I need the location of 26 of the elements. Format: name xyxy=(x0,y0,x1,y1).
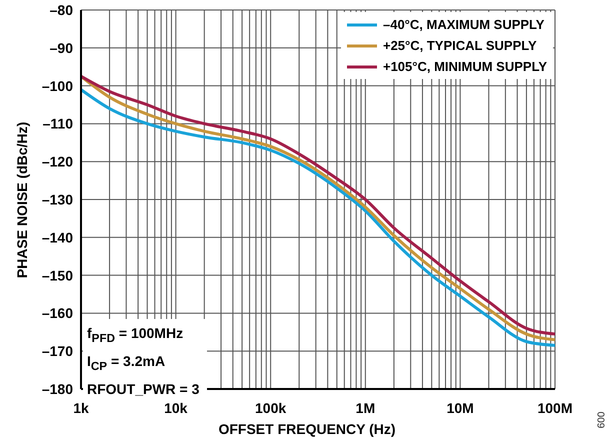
y-tick-label: –120 xyxy=(42,154,74,170)
legend-label: +25°C, TYPICAL SUPPLY xyxy=(382,38,537,53)
x-tick-label: 10k xyxy=(164,400,188,416)
legend-label: –40°C, MAXIMUM SUPPLY xyxy=(382,17,544,32)
annotation: RFOUT_PWR = 3 xyxy=(87,380,200,399)
y-tick-label: –80 xyxy=(50,2,74,18)
y-tick-label: –160 xyxy=(42,305,74,322)
x-tick-label: 1M xyxy=(356,400,376,416)
y-tick-label: –150 xyxy=(42,267,74,284)
annotation: I$_{CP}$ = 3.2mA xyxy=(87,352,166,375)
y-tick-label: –90 xyxy=(50,40,74,56)
y-tick-label: –170 xyxy=(42,343,74,360)
x-tick-label: 1k xyxy=(73,400,89,416)
y-tick-label: –180 xyxy=(42,380,74,397)
x-tick-label: 100k xyxy=(255,400,286,416)
legend-label: +105°C, MINIMUM SUPPLY xyxy=(382,59,547,74)
x-tick-label: 100M xyxy=(537,400,573,416)
y-tick-label: –140 xyxy=(42,229,74,246)
y-tick-label: –130 xyxy=(42,191,74,208)
y-tick-label: –110 xyxy=(42,116,74,132)
annotation: f$_{PFD}$ = 100MHz xyxy=(87,324,184,347)
text: 009 xyxy=(594,412,606,428)
x-axis-title: OFFSET FREQUENCY (Hz) xyxy=(217,421,397,437)
y-tick-label: –100 xyxy=(42,78,74,94)
y-axis-title: PHASE NOISE (dBc/Hz) xyxy=(14,121,30,278)
x-tick-label: 10M xyxy=(446,400,474,416)
